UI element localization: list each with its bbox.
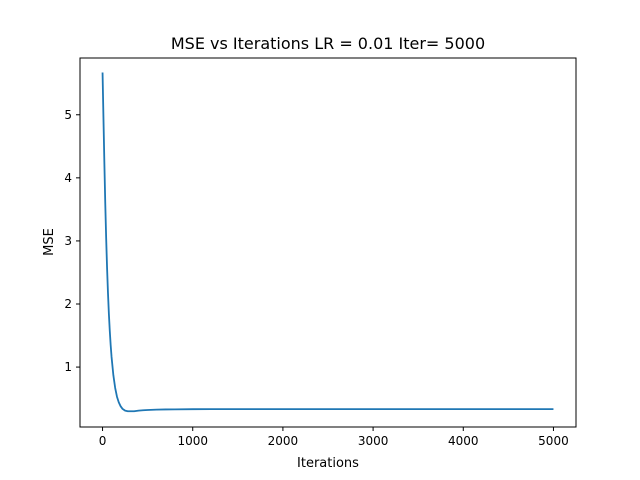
x-tick-label: 1000 [177, 434, 208, 448]
y-tick-label: 4 [64, 171, 72, 185]
y-axis: 1 2 3 4 5 [64, 108, 80, 374]
x-axis: 0 1000 2000 3000 4000 5000 [99, 427, 569, 448]
y-tick-label: 2 [64, 297, 72, 311]
x-tick-label: 2000 [268, 434, 299, 448]
x-tick-label: 5000 [538, 434, 569, 448]
x-tick-label: 4000 [448, 434, 479, 448]
chart-title: MSE vs Iterations LR = 0.01 Iter= 5000 [171, 34, 485, 53]
y-tick-label: 3 [64, 234, 72, 248]
x-tick-label: 3000 [358, 434, 389, 448]
x-tick-label: 0 [99, 434, 107, 448]
y-tick-label: 1 [64, 360, 72, 374]
y-axis-label: MSE [42, 228, 57, 256]
x-axis-label: Iterations [297, 456, 359, 471]
series-line-0 [101, 72, 554, 413]
plot-frame [79, 57, 577, 428]
plot-area [101, 72, 554, 413]
y-tick-label: 5 [64, 108, 72, 122]
